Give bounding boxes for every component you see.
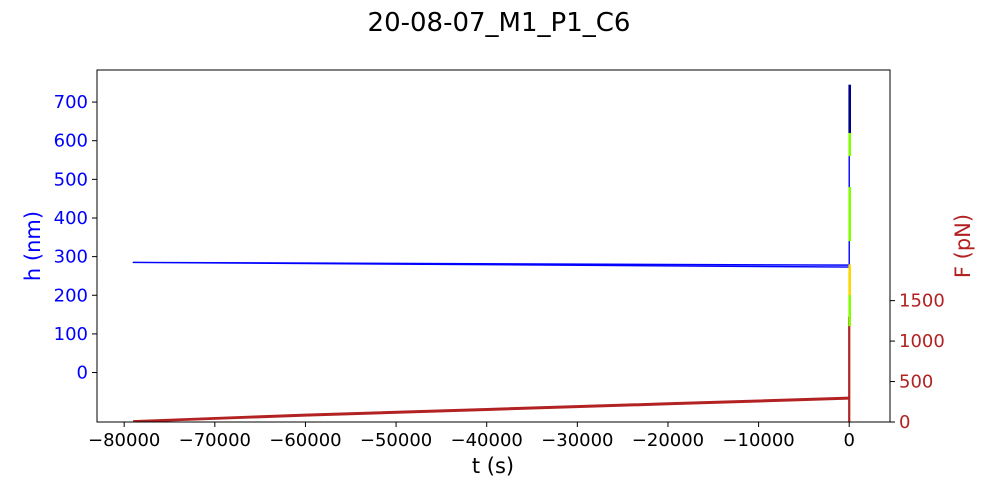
x-tick-label: −70000: [179, 430, 251, 451]
plot-area: [132, 84, 852, 422]
x-tick-label: −80000: [88, 430, 160, 451]
x-tick-label: −50000: [360, 430, 432, 451]
chart-title: 20-08-07_M1_P1_C6: [368, 8, 631, 38]
left-y-axis-label: h (nm): [21, 211, 45, 281]
x-tick-label: −20000: [632, 430, 704, 451]
axes-frame: [96, 69, 891, 423]
right-y-axis-label: F (pN): [951, 214, 975, 278]
series-line-3: [133, 397, 850, 422]
right-y-tick-label: 1500: [899, 291, 945, 312]
left-y-tick-label: 200: [54, 285, 88, 306]
x-tick-label: 0: [843, 430, 854, 451]
x-tick-label: −40000: [451, 430, 523, 451]
x-tick-label: −60000: [269, 430, 341, 451]
left-y-axis-ticks: 0 100 200 300 400 500 600 700: [54, 92, 97, 384]
right-y-tick-label: 500: [899, 372, 933, 393]
left-y-tick-label: 100: [54, 324, 88, 345]
x-axis-label: t (s): [472, 454, 514, 478]
left-y-tick-label: 500: [54, 169, 88, 190]
left-y-tick-label: 0: [77, 363, 88, 384]
left-y-tick-label: 700: [54, 92, 88, 113]
left-y-tick-label: 300: [54, 247, 88, 268]
right-y-tick-label: 0: [899, 412, 910, 433]
x-tick-label: −10000: [722, 430, 794, 451]
left-y-tick-label: 600: [54, 131, 88, 152]
series-line-0: [132, 261, 850, 268]
x-axis-ticks: −80000 −70000 −60000 −50000 −40000 −30000 −200…: [88, 422, 855, 451]
right-y-tick-label: 1000: [899, 331, 945, 352]
x-tick-label: −30000: [541, 430, 613, 451]
right-y-axis-ticks: 0 500 1000 1500: [890, 291, 945, 433]
left-y-tick-label: 400: [54, 208, 88, 229]
